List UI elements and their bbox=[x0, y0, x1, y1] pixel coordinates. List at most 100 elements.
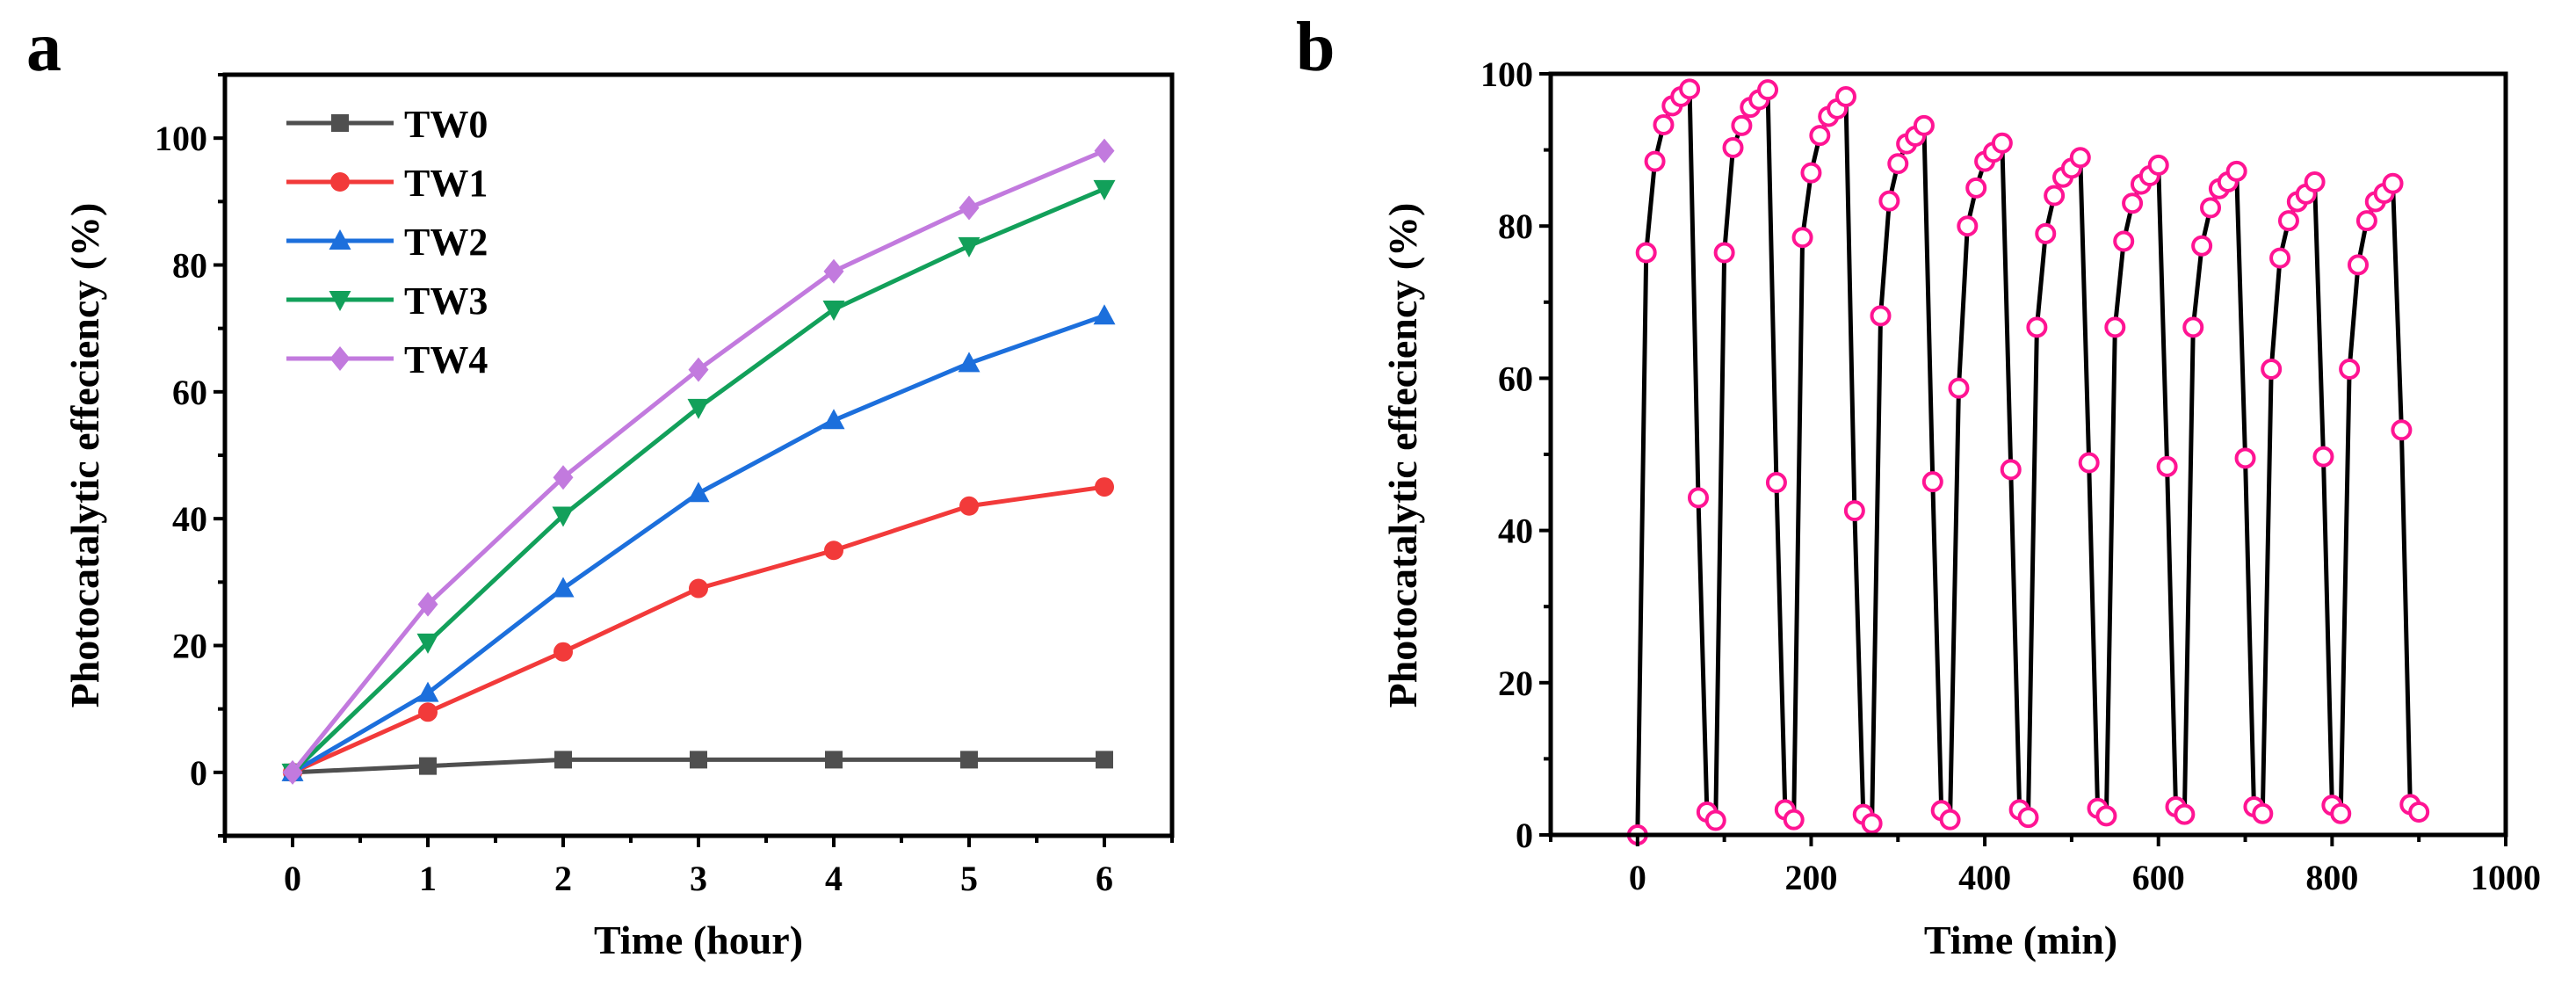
data-point bbox=[959, 195, 980, 221]
data-point bbox=[2147, 154, 2169, 176]
data-point bbox=[2191, 235, 2213, 257]
x-tick-label: 1 bbox=[419, 859, 437, 898]
data-point bbox=[554, 642, 573, 662]
data-point bbox=[2261, 359, 2283, 381]
data-point bbox=[554, 751, 572, 769]
data-point bbox=[1644, 150, 1666, 172]
y-tick-label: 100 bbox=[1480, 54, 1533, 94]
data-point bbox=[2113, 230, 2135, 252]
series-tw4 bbox=[282, 138, 1115, 785]
data-point bbox=[2355, 210, 2377, 232]
x-tick-label: 1000 bbox=[2471, 858, 2541, 897]
legend-item-tw1: TW1 bbox=[286, 162, 488, 205]
y-tick-label: 40 bbox=[172, 499, 207, 539]
legend: TW0 TW1 TW2 TW3 TW4 bbox=[286, 103, 488, 381]
y-axis-title: Photocatalytic effeciency (%) bbox=[1380, 203, 1425, 708]
x-tick-label: 0 bbox=[1629, 858, 1646, 897]
y-tick-label: 60 bbox=[1498, 359, 1533, 398]
x-tick-label: 2 bbox=[554, 859, 572, 898]
data-point bbox=[2225, 160, 2247, 182]
data-point bbox=[1939, 809, 1961, 831]
data-point bbox=[689, 578, 708, 599]
legend-item-tw2: TW2 bbox=[286, 221, 488, 264]
data-point bbox=[1843, 500, 1865, 522]
x-tick-label: 400 bbox=[1958, 858, 2011, 897]
data-point bbox=[2104, 316, 2126, 338]
data-point bbox=[2078, 452, 2100, 474]
data-point bbox=[959, 496, 979, 516]
data-point bbox=[823, 258, 844, 284]
legend-marker bbox=[329, 229, 351, 250]
data-point bbox=[418, 702, 438, 722]
data-point bbox=[416, 633, 439, 654]
legend-item-tw3: TW3 bbox=[286, 279, 488, 323]
data-point bbox=[2330, 802, 2352, 824]
y-tick-label: 80 bbox=[1498, 207, 1533, 246]
y-tick-label: 80 bbox=[172, 246, 207, 286]
data-point bbox=[1093, 304, 1116, 325]
data-point bbox=[1653, 114, 1675, 136]
data-point bbox=[690, 751, 707, 769]
data-point bbox=[822, 409, 845, 430]
data-point bbox=[2026, 316, 2048, 338]
y-tick-label: 100 bbox=[155, 119, 207, 158]
data-point bbox=[2234, 447, 2256, 469]
x-tick-label: 6 bbox=[1096, 859, 1113, 898]
data-point bbox=[2035, 222, 2057, 244]
data-point bbox=[1093, 179, 1116, 200]
chart-b: 0 200 400 600 800 1000 0 20 40 60 80 100 Time (min)… bbox=[1380, 54, 2541, 962]
data-point bbox=[1834, 85, 1856, 107]
data-point bbox=[1095, 477, 1114, 497]
data-point bbox=[1713, 242, 1735, 264]
series-line bbox=[291, 186, 1105, 774]
y-axis-title: Photocatalytic effeciency (%) bbox=[62, 203, 107, 708]
data-point bbox=[1635, 242, 1657, 264]
data-point bbox=[1704, 809, 1726, 831]
x-tick-label: 600 bbox=[2132, 858, 2185, 897]
legend-item-tw4: TW4 bbox=[286, 338, 488, 381]
data-point bbox=[825, 751, 843, 769]
data-point bbox=[822, 301, 845, 322]
data-point bbox=[2017, 807, 2039, 829]
data-point bbox=[2312, 446, 2334, 468]
y-tick-label: 60 bbox=[172, 373, 207, 412]
data-point bbox=[1965, 177, 1987, 199]
data-point bbox=[2200, 197, 2222, 219]
data-point bbox=[2174, 803, 2196, 825]
legend-marker bbox=[329, 346, 351, 371]
data-point bbox=[960, 751, 978, 769]
data-point bbox=[2348, 254, 2370, 276]
data-point bbox=[2408, 802, 2430, 823]
data-point bbox=[1948, 377, 1970, 399]
data-point bbox=[416, 681, 439, 702]
data-point bbox=[958, 352, 980, 373]
series-tw0 bbox=[284, 751, 1113, 781]
data-point bbox=[1800, 162, 1822, 184]
data-point bbox=[1809, 125, 1831, 147]
data-point bbox=[2391, 419, 2413, 441]
data-point bbox=[1991, 132, 2013, 154]
y-tick-label: 20 bbox=[172, 627, 207, 666]
data-point bbox=[958, 236, 980, 258]
data-point bbox=[2304, 171, 2326, 192]
data-point bbox=[1757, 79, 1779, 101]
legend-marker bbox=[330, 172, 350, 192]
data-point bbox=[2044, 185, 2066, 207]
data-point bbox=[2122, 192, 2144, 214]
x-tick-label: 5 bbox=[960, 859, 978, 898]
data-point bbox=[687, 482, 710, 503]
data-point bbox=[1722, 137, 1744, 159]
legend-label: TW3 bbox=[404, 279, 488, 323]
data-point bbox=[553, 465, 574, 490]
data-point bbox=[2156, 455, 2178, 477]
x-axis-title: Time (min) bbox=[1924, 918, 2117, 962]
data-point bbox=[2382, 172, 2404, 194]
y-tick-label: 20 bbox=[1498, 664, 1533, 703]
data-point bbox=[282, 759, 303, 785]
data-point bbox=[687, 398, 710, 419]
x-tick-label: 200 bbox=[1784, 858, 1837, 897]
data-point bbox=[1765, 472, 1787, 494]
data-point bbox=[1731, 114, 1753, 136]
